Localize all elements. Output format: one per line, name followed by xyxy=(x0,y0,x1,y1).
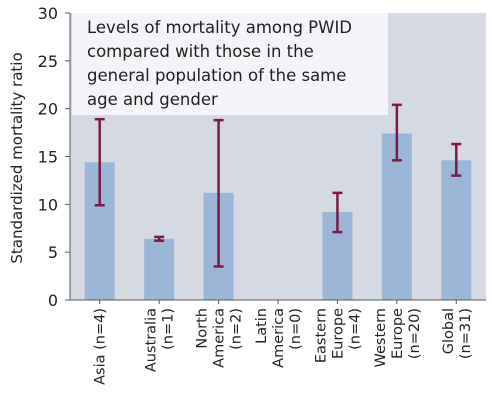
x-tick-label-line: America xyxy=(271,308,287,368)
x-tick-label-line: Europe xyxy=(330,308,346,359)
error-bar xyxy=(391,103,402,162)
x-tick-label-line: Global xyxy=(441,308,457,354)
x-tick-label-line: Europe xyxy=(390,308,406,359)
x-tick-label: Latin America (n=0) xyxy=(254,308,304,368)
x-tick-label-line: Asia (n=4) xyxy=(93,308,109,385)
x-tick-label-line: (n=4) xyxy=(347,308,363,350)
error-bar xyxy=(213,118,224,268)
y-axis-label: Standardized mortality ratio xyxy=(8,52,26,263)
y-tick-label: 10 xyxy=(38,195,58,214)
x-tick-label-line: Latin xyxy=(254,308,270,344)
chart-title: Levels of mortality among PWID compared … xyxy=(87,18,353,109)
y-tick-label: 20 xyxy=(38,100,58,119)
error-bars xyxy=(94,103,462,268)
x-tick-label-line: North xyxy=(195,308,211,349)
x-tick-label-line: (n=0) xyxy=(288,308,304,350)
error-bar xyxy=(332,191,343,234)
x-tick-label-line: Western xyxy=(373,308,389,367)
error-bar xyxy=(94,117,105,207)
chart-title-box xyxy=(72,13,388,115)
error-bar xyxy=(451,142,462,177)
x-tick-label: Asia (n=4) xyxy=(93,308,109,385)
x-tick-label: Eastern Europe (n=4) xyxy=(313,308,363,363)
error-bar xyxy=(154,235,165,242)
y-axis: 0 5 10 15 20 25 30 xyxy=(38,4,71,310)
x-tick-label: Australia (n=1) xyxy=(144,308,177,372)
x-tick-label-line: Eastern xyxy=(313,308,329,363)
x-tick-label-line: (n=2) xyxy=(229,308,245,350)
x-tick-label: Western Europe (n=20) xyxy=(373,308,423,368)
x-tick-label: North America (n=2) xyxy=(195,308,245,368)
bar xyxy=(144,238,175,300)
x-tick-label-line: (n=1) xyxy=(161,308,177,350)
x-tick-label: Global (n=31) xyxy=(441,308,474,359)
x-tick-label-line: (n=20) xyxy=(407,308,423,359)
x-tick-label-line: America xyxy=(212,308,228,368)
y-tick-label: 25 xyxy=(38,52,58,71)
bar xyxy=(441,160,472,300)
y-tick-label: 0 xyxy=(48,291,58,310)
x-tick-label-line: Australia xyxy=(144,308,160,372)
x-axis: Asia (n=4) Australia (n=1) North America (n=2… xyxy=(70,299,486,385)
y-tick-label: 30 xyxy=(38,4,58,23)
y-tick-label: 15 xyxy=(38,148,58,167)
y-tick-label: 5 xyxy=(48,243,58,262)
x-tick-label-line: (n=31) xyxy=(458,308,474,359)
